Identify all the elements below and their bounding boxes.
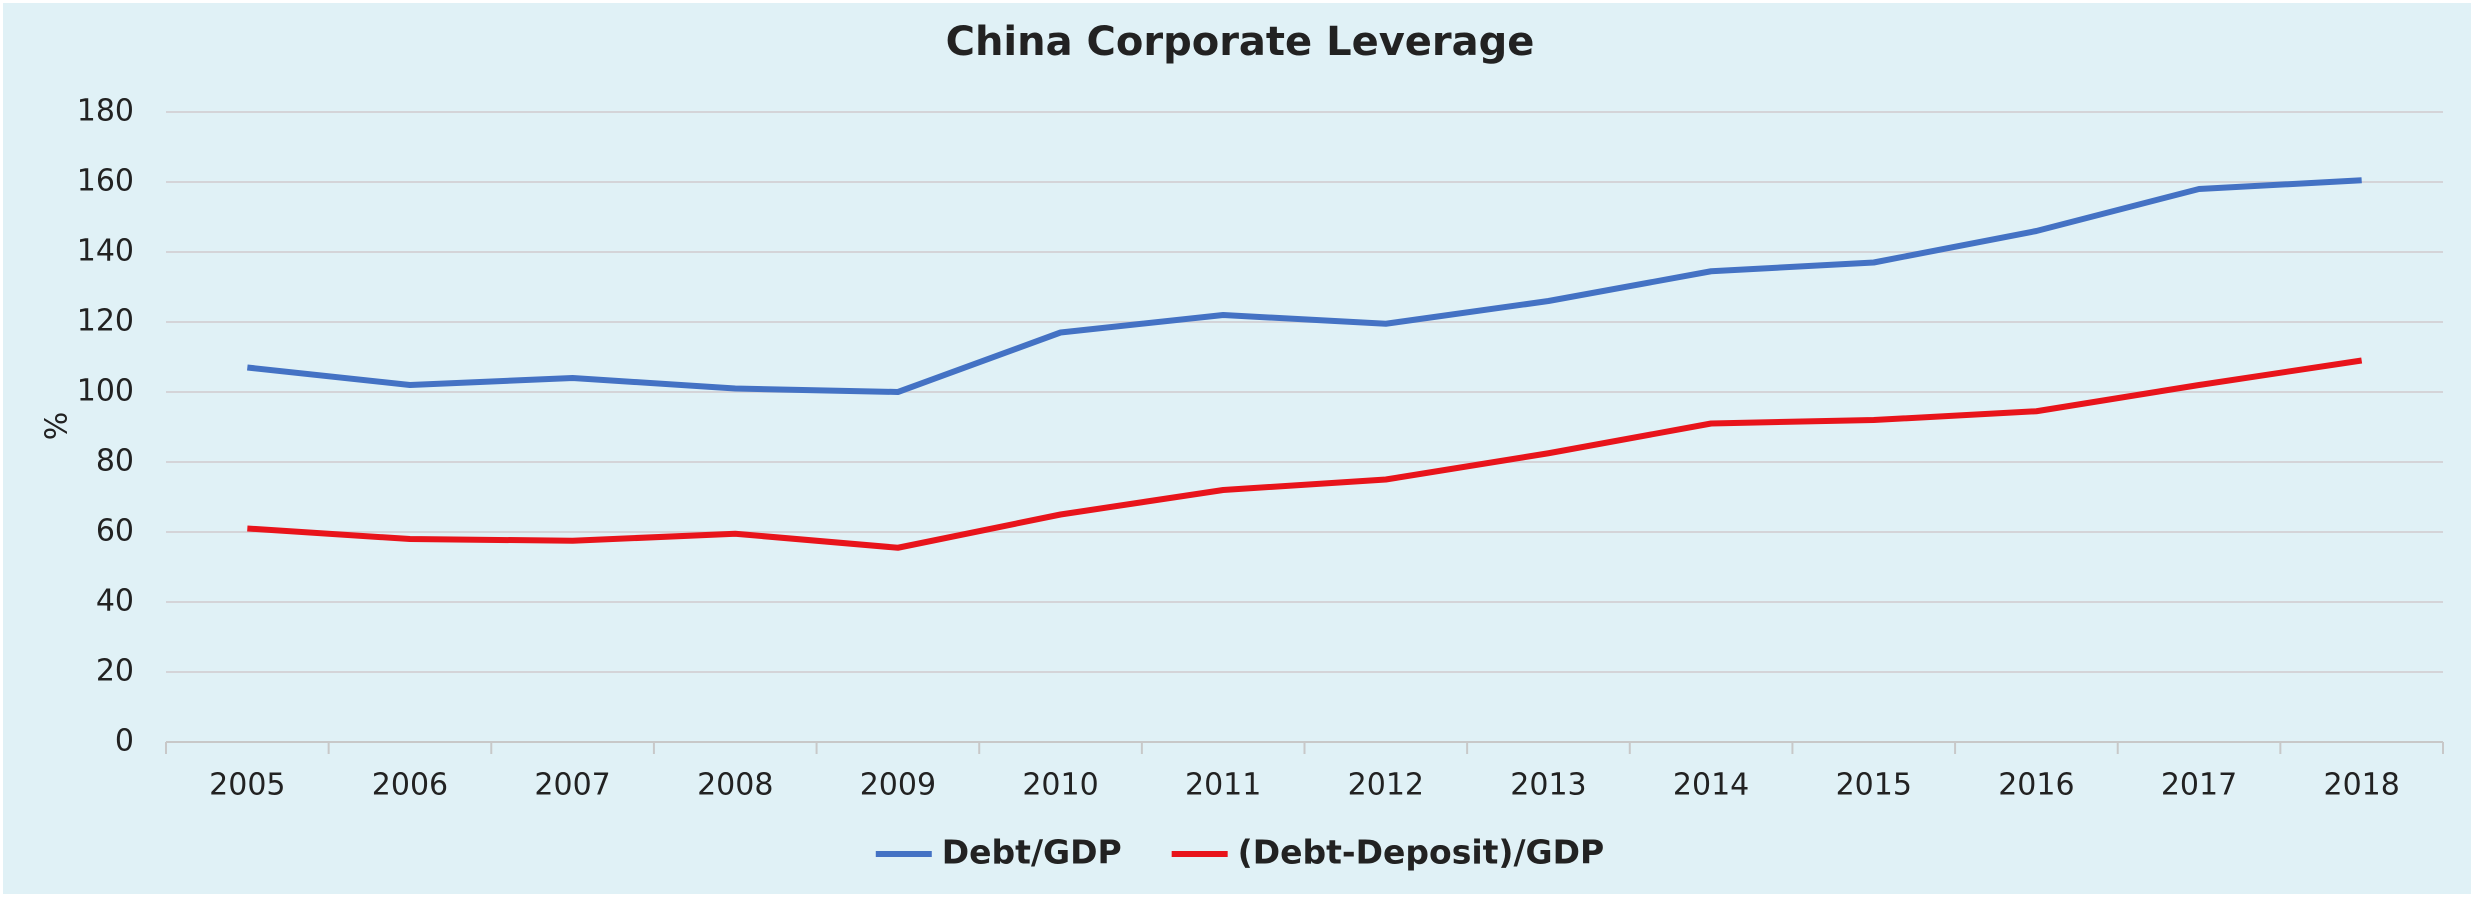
legend-label: (Debt-Deposit)/GDP [1238,833,1605,872]
y-tick-label: 40 [96,584,134,619]
chart-title: China Corporate Leverage [946,19,1535,65]
x-tick-label: 2005 [209,768,285,803]
x-tick-label: 2010 [1022,768,1098,803]
y-tick-label: 100 [77,374,134,409]
y-tick-label: 20 [96,654,134,689]
y-tick-label: 60 [96,514,134,549]
y-tick-label: 180 [77,94,134,129]
y-tick-label: 160 [77,164,134,199]
x-tick-label: 2018 [2323,768,2399,803]
x-tick-label: 2011 [1185,768,1261,803]
x-tick-label: 2008 [697,768,773,803]
x-tick-label: 2015 [1836,768,1912,803]
y-tick-label: 140 [77,234,134,269]
x-tick-label: 2009 [860,768,936,803]
series-line [247,177,2362,395]
x-tick-label: 2013 [1510,768,1586,803]
x-tick-label: 2012 [1348,768,1424,803]
y-tick-label: 80 [96,444,134,479]
series-line [247,357,2363,551]
chart-background [3,3,2471,894]
legend-label: Debt/GDP [942,833,1122,872]
y-tick-label: 0 [115,724,134,759]
x-tick-label: 2017 [2161,768,2237,803]
x-tick-label: 2014 [1673,768,1749,803]
y-tick-label: 120 [77,304,134,339]
x-tick-label: 2007 [534,768,610,803]
x-tick-label: 2006 [372,768,448,803]
x-tick-label: 2016 [1998,768,2074,803]
y-axis-label: % [40,412,75,441]
